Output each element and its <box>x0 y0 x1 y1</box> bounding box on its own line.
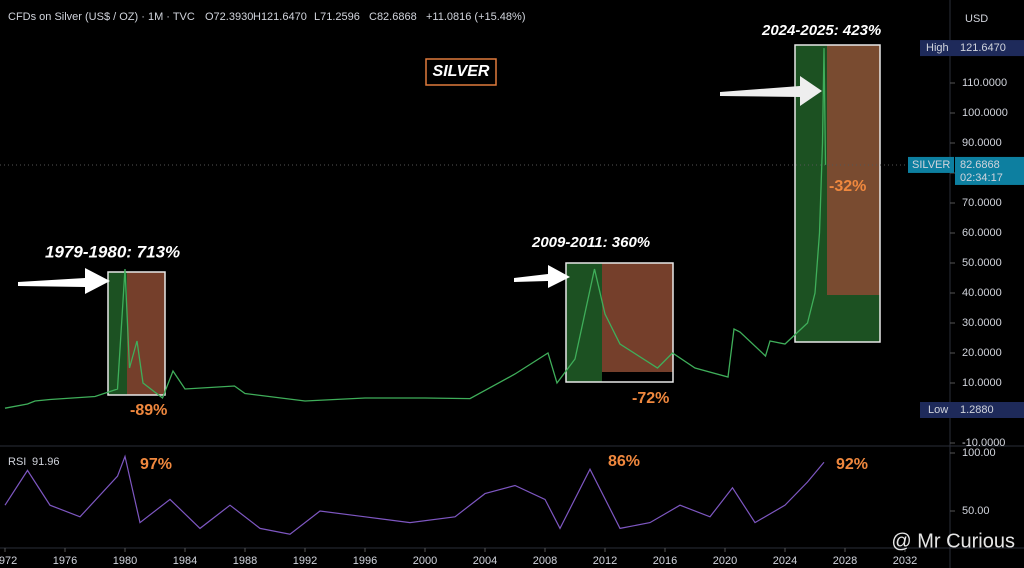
rsi-value: 91.96 <box>32 456 60 468</box>
high-value: 121.6470 <box>960 42 1006 54</box>
chart-title: CFDs on Silver (US$ / OZ) · 1M · TVC <box>8 11 195 23</box>
legend-value: C82.6868 <box>369 11 417 23</box>
annotation: -89% <box>130 402 167 419</box>
arrows <box>18 76 822 294</box>
y-tick-label: 50.0000 <box>962 257 1002 269</box>
x-tick-label: 2012 <box>593 555 617 567</box>
x-tick-label: 1984 <box>173 555 197 567</box>
y-tick-label: 70.0000 <box>962 197 1002 209</box>
y-tick-label: 40.0000 <box>962 287 1002 299</box>
high-label: High <box>926 42 949 54</box>
x-tick-label: 2032 <box>893 555 917 567</box>
last-box <box>955 156 1024 185</box>
annotation: SILVER <box>433 63 490 80</box>
low-value: 1.2880 <box>960 404 994 416</box>
x-tick-label: 2028 <box>833 555 857 567</box>
y-tick-label: 10.0000 <box>962 377 1002 389</box>
y-tick-label: 110.0000 <box>962 77 1007 89</box>
rsi-tick-label: 50.00 <box>962 505 990 517</box>
x-tick-label: 2004 <box>473 555 497 567</box>
countdown: 02:34:17 <box>960 172 1003 184</box>
x-tick-label: 1996 <box>353 555 377 567</box>
high-box <box>920 40 1024 57</box>
last-value: 82.6868 <box>960 159 1000 171</box>
annotation: 1979-1980: 713% <box>45 242 180 261</box>
annotation: 92% <box>836 456 868 473</box>
legend-value: O72.3930 <box>205 11 253 23</box>
watermark: @ Mr Curious <box>891 530 1015 552</box>
annotation: -32% <box>829 178 866 195</box>
legend-value: H121.6470 <box>253 11 307 23</box>
silver-label-box <box>425 58 497 86</box>
x-tick-label: 2000 <box>413 555 437 567</box>
x-tick-label: 1972 <box>0 555 17 567</box>
x-tick-label: 2016 <box>653 555 677 567</box>
legend-value: +11.0816 (+15.48%) <box>426 11 525 23</box>
y-tick-label: -10.0000 <box>962 437 1005 449</box>
x-tick-label: 2020 <box>713 555 737 567</box>
annotation: 97% <box>140 456 172 473</box>
last-name-box <box>908 156 954 173</box>
price-line <box>4 48 827 409</box>
annotation: 2024-2025: 423% <box>761 22 881 39</box>
y-tick-label: 30.0000 <box>962 317 1002 329</box>
y-tick-label: 60.0000 <box>962 227 1002 239</box>
low-box <box>920 402 1024 418</box>
low-label: Low <box>928 404 948 416</box>
annotation: -72% <box>632 390 669 407</box>
rsi-line <box>4 454 825 535</box>
currency: USD <box>965 13 988 25</box>
measure-boxes <box>107 44 881 396</box>
y-tick-label: 90.0000 <box>962 137 1002 149</box>
x-tick-label: 2024 <box>773 555 797 567</box>
annotation: 86% <box>608 453 640 470</box>
x-tick-label: 1980 <box>113 555 137 567</box>
x-tick-label: 1988 <box>233 555 257 567</box>
legend-value: L71.2596 <box>314 11 360 23</box>
y-tick-label: 20.0000 <box>962 347 1002 359</box>
annotation: 2009-2011: 360% <box>531 234 650 251</box>
rsi-name: RSI <box>8 456 26 468</box>
y-tick-label: 100.0000 <box>962 107 1008 119</box>
x-tick-label: 1976 <box>53 555 77 567</box>
x-tick-label: 2008 <box>533 555 557 567</box>
x-tick-label: 1992 <box>293 555 317 567</box>
last-name: SILVER <box>912 159 950 171</box>
rsi-tick-label: 100.00 <box>962 447 996 459</box>
